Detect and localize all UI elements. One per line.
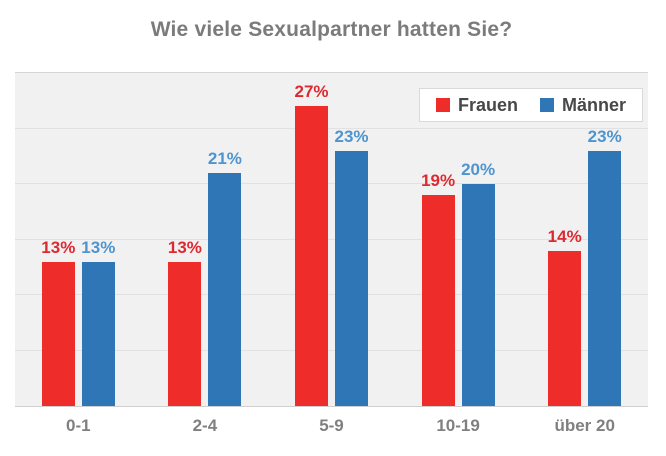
x-axis-label-über-20: über 20 xyxy=(554,416,615,435)
bar-value-label-frauen-10-19: 19% xyxy=(421,171,456,191)
bar-value-label-männer-5-9: 23% xyxy=(334,126,369,146)
bar-männer-über-20 xyxy=(588,150,622,406)
frauen-swatch-icon xyxy=(435,98,450,112)
chart-title: Wie viele Sexualpartner hatten Sie? xyxy=(150,18,513,41)
bar-value-label-frauen-0-1: 13% xyxy=(41,237,76,257)
bar-frauen-2-4 xyxy=(168,261,202,406)
bar-value-label-männer-10-19: 20% xyxy=(461,160,496,179)
x-axis-label-5-9: 5-9 xyxy=(319,416,344,435)
legend-item-frauen: Frauen xyxy=(435,94,518,116)
x-axis: 0-1 2-4 5-9 10-19 über 20 xyxy=(0,416,666,442)
maenner-swatch-icon xyxy=(539,98,554,112)
legend-label-maenner: Männer xyxy=(561,94,626,115)
plot-area: 13% 13% 13% 21% 27% 23% 19% 20% 14% 23% xyxy=(15,72,648,407)
bar-value-label-frauen-5-9: 27% xyxy=(294,82,329,102)
bar-frauen-0-1 xyxy=(41,261,75,406)
bar-männer-0-1 xyxy=(81,261,115,406)
gridline-10 xyxy=(15,294,648,295)
legend: Frauen Männer xyxy=(418,88,643,122)
legend-item-maenner: Männer xyxy=(539,94,626,116)
bar-value-label-männer-über-20: 23% xyxy=(587,126,622,146)
bar-frauen-5-9 xyxy=(295,106,328,406)
bar-frauen-10-19 xyxy=(421,195,455,406)
gridline-5 xyxy=(15,349,648,351)
bar-value-label-frauen-über-20: 14% xyxy=(547,226,582,246)
bar-männer-10-19 xyxy=(461,184,495,406)
legend-label-frauen: Frauen xyxy=(457,94,518,115)
gridline-15 xyxy=(15,238,648,240)
x-axis-label-2-4: 2-4 xyxy=(192,416,218,435)
bar-value-label-männer-0-1: 13% xyxy=(81,237,116,257)
bar-value-label-männer-2-4: 21% xyxy=(207,148,242,168)
bar-männer-2-4 xyxy=(208,172,242,406)
gridline-20 xyxy=(15,183,648,184)
x-axis-label-0-1: 0-1 xyxy=(66,416,91,435)
x-axis-label-10-19: 10-19 xyxy=(436,416,480,435)
bar-frauen-über-20 xyxy=(548,250,582,406)
bar-value-label-frauen-2-4: 13% xyxy=(167,237,202,257)
gridline-25 xyxy=(15,127,648,129)
bar-männer-5-9 xyxy=(335,150,368,406)
